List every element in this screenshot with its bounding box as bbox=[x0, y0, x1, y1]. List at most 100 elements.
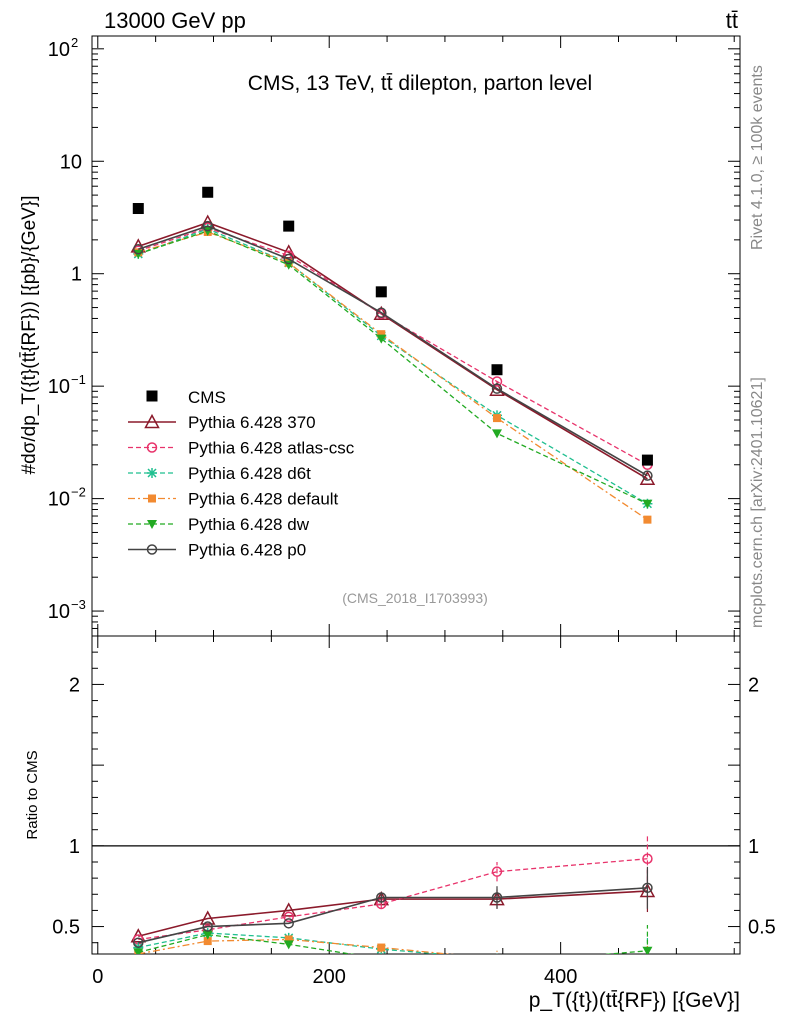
y-tick-exponent: −2 bbox=[71, 485, 86, 500]
legend-label: Pythia 6.428 default bbox=[188, 490, 339, 509]
series-4-ratio-point bbox=[202, 930, 213, 940]
series-5-point bbox=[283, 253, 294, 265]
series-1-ratio-point bbox=[642, 853, 653, 865]
series-1-line bbox=[138, 227, 648, 466]
series-5-point bbox=[133, 244, 144, 255]
series-4-ratio-point bbox=[283, 940, 294, 950]
series-0-point bbox=[373, 305, 390, 321]
cms-data-point bbox=[132, 203, 144, 215]
x-tick-label: 400 bbox=[544, 966, 577, 988]
cms-data-point bbox=[283, 220, 295, 232]
process-label: tt̄ bbox=[726, 8, 738, 33]
x-tick-label: 200 bbox=[313, 966, 346, 988]
y-tick-label: 10 bbox=[48, 489, 70, 511]
legend-marker bbox=[147, 520, 157, 529]
series-3-ratio-line bbox=[138, 938, 455, 954]
series-4-ratio-point bbox=[492, 960, 502, 969]
legend-marker bbox=[148, 494, 156, 503]
rivet-label: Rivet 4.1.0, ≥ 100k events bbox=[749, 65, 766, 250]
y-tick-label: 10 bbox=[48, 39, 70, 61]
legend-label: Pythia 6.428 d6t bbox=[188, 464, 311, 483]
y-tick-exponent: −3 bbox=[71, 597, 86, 612]
series-5-ratio-point bbox=[283, 918, 294, 929]
series-1-point bbox=[491, 376, 503, 387]
series-1-ratio-point bbox=[283, 911, 294, 923]
y-tick-label: 10 bbox=[48, 376, 70, 398]
y-tick-exponent: 2 bbox=[71, 35, 78, 50]
cms-data-point bbox=[202, 186, 214, 198]
series-3-ratio-point bbox=[643, 958, 651, 966]
series-0-ratio-point bbox=[199, 910, 216, 925]
ratio-tick-label-right: 0.5 bbox=[748, 917, 776, 939]
plot-title: CMS, 13 TeV, tt̄ dilepton, parton level bbox=[248, 72, 592, 95]
series-3-ratio-point bbox=[203, 937, 212, 946]
series-3-ratio-point bbox=[377, 943, 386, 952]
y-axis-label: #dσ/dp_T({t}(tt̄{RF})) [{pb}/{GeV}] bbox=[19, 196, 40, 475]
legend: CMS Pythia 6.428 370 Pythia 6.428 atlas-cs… bbox=[128, 388, 355, 560]
x-tick-label: 0 bbox=[92, 966, 103, 988]
series-0-point bbox=[489, 381, 505, 396]
chart-marks bbox=[130, 186, 656, 969]
series-3-point bbox=[493, 414, 501, 423]
y-tick-exponent: −1 bbox=[71, 372, 86, 387]
mcplots-label: mcplots.cern.ch [arXiv:2401.10621] bbox=[749, 377, 766, 628]
x-axis-label: p_T({t})(tt̄{RF}) [{GeV}] bbox=[529, 989, 740, 1012]
ratio-tick-label-left: 1 bbox=[69, 836, 80, 858]
series-4-ratio-point bbox=[376, 955, 386, 964]
cms-data-point bbox=[491, 364, 503, 376]
legend-label: Pythia 6.428 370 bbox=[188, 413, 316, 432]
series-2-ratio-point bbox=[646, 953, 649, 954]
series-5-point bbox=[376, 307, 387, 318]
series-2-ratio-point bbox=[496, 953, 498, 954]
series-4-ratio-point bbox=[133, 948, 144, 954]
cms-data-point bbox=[375, 286, 387, 298]
legend-label: Pythia 6.428 atlas-csc bbox=[188, 439, 355, 458]
ratio-tick-label-left: 0.5 bbox=[52, 917, 80, 939]
legend-label: Pythia 6.428 dw bbox=[188, 515, 310, 534]
y-tick-label: 10 bbox=[60, 151, 82, 173]
series-4-ratio-point bbox=[642, 946, 653, 954]
ratio-tick-label-left: 2 bbox=[69, 674, 80, 696]
ratio-y-axis-label: Ratio to CMS bbox=[24, 750, 41, 839]
series-1-ratio-point bbox=[491, 866, 503, 877]
legend-cms-label: CMS bbox=[188, 388, 226, 407]
ratio-plot-frame bbox=[91, 635, 741, 955]
series-5-ratio-point bbox=[642, 882, 653, 894]
series-5-ratio-point bbox=[202, 921, 213, 932]
series-3-point bbox=[377, 330, 386, 339]
y-tick-label: 10 bbox=[48, 601, 70, 623]
legend-label: Pythia 6.428 p0 bbox=[188, 541, 306, 560]
analysis-id: (CMS_2018_I1703993) bbox=[342, 590, 488, 606]
series-4-line bbox=[138, 230, 648, 505]
series-5-point bbox=[202, 220, 213, 232]
series-3-ratio-point bbox=[284, 935, 293, 944]
legend-marker bbox=[146, 544, 158, 555]
series-1-ratio-line bbox=[138, 858, 648, 941]
series-5-point bbox=[491, 383, 503, 394]
series-5-ratio-line bbox=[138, 887, 648, 944]
series-2-line bbox=[138, 228, 648, 505]
series-4-point bbox=[492, 429, 502, 439]
series-4-point bbox=[376, 334, 387, 344]
series-4-point bbox=[642, 499, 653, 509]
ratio-tick-label-right: 1 bbox=[748, 836, 759, 858]
legend-cms-marker bbox=[146, 390, 158, 402]
series-0-ratio-line bbox=[138, 890, 648, 938]
legend-marker bbox=[144, 413, 160, 429]
legend-marker bbox=[147, 468, 157, 478]
series-5-line bbox=[138, 225, 648, 477]
y-tick-label: 1 bbox=[71, 264, 82, 286]
energy-label: 13000 GeV pp bbox=[104, 8, 246, 33]
series-5-point bbox=[642, 470, 653, 481]
series-5-ratio-point bbox=[133, 937, 144, 948]
series-2-ratio-line bbox=[138, 932, 447, 954]
series-5-ratio-point bbox=[376, 892, 387, 903]
ratio-tick-label-right: 2 bbox=[748, 674, 759, 696]
cms-data-point bbox=[641, 454, 653, 466]
series-3-ratio-point bbox=[493, 955, 501, 963]
series-3-point bbox=[643, 515, 652, 524]
ratio-series-group bbox=[130, 836, 656, 969]
legend-marker bbox=[146, 442, 158, 453]
